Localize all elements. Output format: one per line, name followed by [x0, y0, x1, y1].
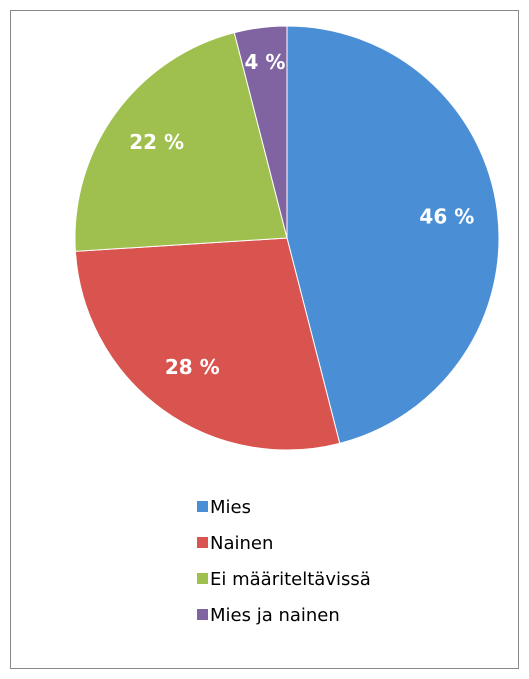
- legend-swatch: [197, 609, 208, 620]
- data-label: 28 %: [165, 355, 220, 379]
- legend-swatch: [197, 537, 208, 548]
- legend-label: Ei määriteltävissä: [210, 569, 371, 590]
- pie-slice: [286, 25, 500, 444]
- legend-label: Nainen: [210, 533, 273, 554]
- legend-swatch: [197, 573, 208, 584]
- pie-slice: [74, 237, 341, 451]
- legend-swatch: [197, 501, 208, 512]
- pie-slice: [233, 25, 288, 239]
- legend-label: Mies: [210, 497, 251, 518]
- legend-label: Mies ja nainen: [210, 605, 340, 626]
- data-label: 4 %: [244, 50, 285, 74]
- data-label: 46 %: [419, 204, 474, 228]
- pie-slice: [74, 32, 288, 252]
- data-label: 22 %: [129, 130, 184, 154]
